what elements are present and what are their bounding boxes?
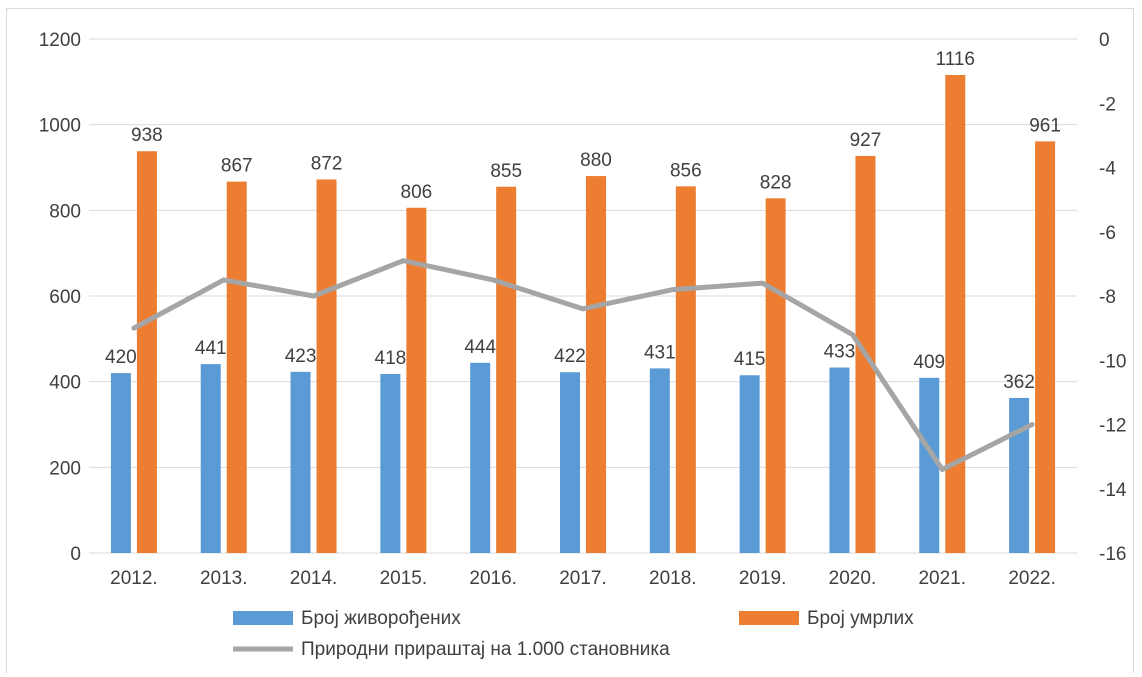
left-axis-tick-label: 0 — [70, 544, 81, 565]
right-axis-tick-label: -16 — [1099, 544, 1126, 565]
x-axis-category-label: 2013. — [200, 568, 248, 589]
data-label: 872 — [311, 153, 343, 174]
data-label: 422 — [554, 346, 586, 367]
x-axis-category-label: 2014. — [290, 568, 338, 589]
bar-deaths — [675, 186, 696, 553]
x-axis-category-label: 2022. — [1008, 568, 1056, 589]
bar-births — [380, 373, 401, 553]
x-axis: 2012. 2013. 2014. 2015. 2016. 2017. 2018. 2019.… — [110, 568, 1056, 589]
legend-swatch — [739, 611, 799, 625]
data-label: 444 — [464, 337, 496, 358]
legend-swatch — [233, 611, 293, 625]
data-label: 1116 — [936, 49, 975, 70]
data-label: 961 — [1029, 115, 1061, 136]
right-axis-tick-label: -12 — [1099, 416, 1126, 437]
right-axis-tick-label: -4 — [1099, 159, 1116, 180]
left-axis-tick-label: 1200 — [39, 30, 81, 51]
bar-births — [290, 371, 311, 553]
right-axis-tick-label: -10 — [1099, 351, 1126, 372]
left-axis-tick-label: 1000 — [39, 116, 81, 137]
data-label: 927 — [850, 130, 882, 151]
data-label: 409 — [913, 352, 945, 373]
legend-label: Број живорођених — [301, 608, 461, 629]
bar-births — [470, 362, 491, 553]
data-label: 362 — [1003, 372, 1035, 393]
data-label: 423 — [285, 346, 317, 367]
left-axis: 0 200 400 600 800 1000 1200 — [39, 30, 81, 565]
left-axis-tick-label: 400 — [49, 373, 81, 394]
legend-label: Број умрлих — [807, 608, 914, 629]
data-label: 828 — [760, 172, 792, 193]
x-axis-category-label: 2015. — [380, 568, 428, 589]
data-label: 806 — [401, 182, 433, 203]
left-axis-tick-label: 800 — [49, 201, 81, 222]
x-axis-category-label: 2021. — [918, 568, 966, 589]
data-label: 420 — [105, 347, 137, 368]
bar-deaths — [496, 186, 517, 553]
data-label: 433 — [824, 342, 856, 363]
data-label: 880 — [580, 150, 612, 171]
bar-deaths — [136, 151, 157, 553]
bar-births — [560, 372, 580, 553]
left-axis-tick-label: 200 — [49, 458, 81, 479]
bar-births — [739, 375, 760, 553]
bar-births — [649, 368, 670, 553]
data-label: 418 — [375, 348, 407, 369]
chart-frame: 420 441 423 418 444 422 431 415 433 409 362 938 867 8… — [6, 8, 1134, 673]
right-axis-tick-label: -6 — [1099, 223, 1116, 244]
bar-deaths — [316, 179, 337, 553]
data-label: 867 — [221, 156, 253, 177]
data-label: 415 — [734, 349, 766, 370]
bar-deaths — [406, 207, 427, 553]
right-axis-tick-label: -14 — [1099, 480, 1127, 501]
bar-births — [1009, 397, 1030, 553]
bar-births — [829, 367, 850, 553]
x-axis-category-label: 2020. — [829, 568, 877, 589]
x-axis-category-label: 2016. — [469, 568, 517, 589]
natural-increase-line — [131, 258, 1035, 472]
bar-deaths — [1035, 141, 1056, 553]
right-axis-tick-label: 0 — [1099, 30, 1110, 51]
bar-births — [110, 373, 131, 553]
bar-deaths — [226, 181, 247, 553]
line-series — [131, 258, 1035, 472]
data-label: 938 — [131, 125, 163, 146]
bar-deaths — [765, 198, 786, 553]
x-axis-category-label: 2012. — [110, 568, 158, 589]
data-labels: 420 441 423 418 444 422 431 415 433 409 362 938 867 8… — [105, 49, 1061, 393]
right-axis-tick-label: -8 — [1099, 287, 1116, 308]
legend: Број живорођених Број умрлих Природни прир… — [233, 608, 914, 660]
right-axis: 0 -2 -4 -6 -8 -10 -12 -14 -16 — [1099, 30, 1127, 565]
gridlines — [89, 38, 1077, 554]
left-axis-tick-label: 600 — [49, 287, 81, 308]
x-axis-category-label: 2018. — [649, 568, 697, 589]
combo-chart: 420 441 423 418 444 422 431 415 433 409 362 938 867 8… — [39, 30, 1127, 660]
data-label: 855 — [490, 161, 522, 182]
bar-deaths — [586, 176, 606, 554]
data-label: 431 — [644, 342, 676, 363]
data-label: 856 — [670, 160, 702, 181]
right-axis-tick-label: -2 — [1099, 94, 1116, 115]
legend-label: Природни прираштај на 1.000 становника — [301, 639, 670, 660]
bar-births — [919, 377, 940, 553]
bar-deaths — [945, 74, 966, 553]
data-label: 441 — [195, 338, 227, 359]
x-axis-category-label: 2019. — [739, 568, 787, 589]
x-axis-category-label: 2017. — [559, 568, 607, 589]
bars — [110, 74, 1056, 554]
bar-births — [200, 364, 221, 553]
